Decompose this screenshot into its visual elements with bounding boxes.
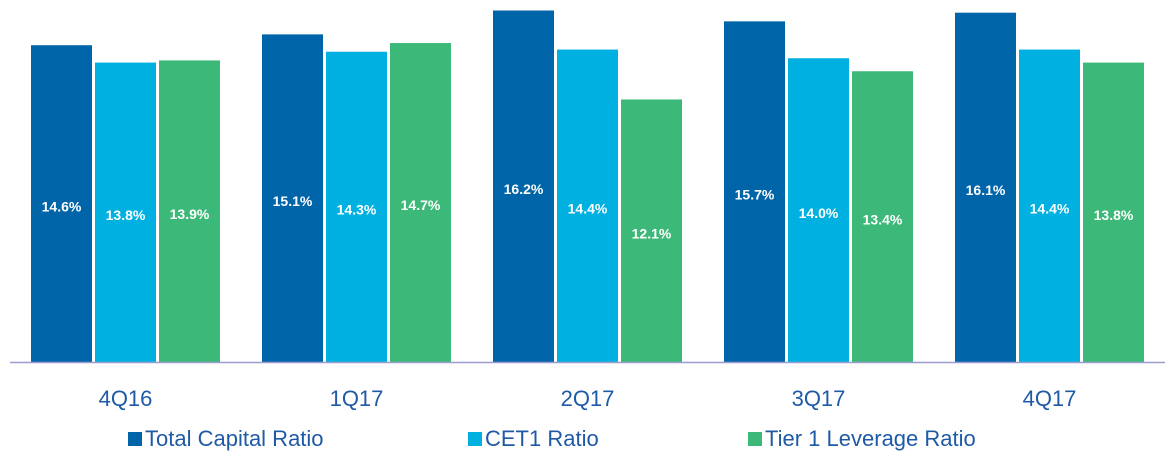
data-label: 13.9% bbox=[170, 206, 210, 222]
bar bbox=[788, 58, 849, 362]
bar bbox=[159, 60, 220, 363]
bar bbox=[1019, 49, 1080, 363]
bar bbox=[31, 45, 92, 362]
data-label: 15.7% bbox=[735, 186, 775, 202]
legend-label: Total Capital Ratio bbox=[145, 426, 324, 451]
data-label: 12.1% bbox=[632, 225, 672, 241]
x-tick-label: 3Q17 bbox=[792, 386, 846, 411]
data-label: 14.4% bbox=[568, 200, 608, 216]
bar bbox=[326, 51, 387, 362]
bar bbox=[724, 21, 785, 363]
data-label: 13.4% bbox=[863, 211, 903, 227]
x-tick-label: 4Q16 bbox=[99, 386, 153, 411]
x-tick-label: 1Q17 bbox=[330, 386, 384, 411]
data-label: 14.0% bbox=[799, 205, 839, 221]
bar bbox=[262, 34, 323, 362]
data-label: 16.1% bbox=[966, 182, 1006, 198]
x-tick-label: 2Q17 bbox=[561, 386, 615, 411]
bar bbox=[621, 99, 682, 362]
data-label: 14.6% bbox=[42, 198, 82, 214]
bar bbox=[955, 12, 1016, 362]
bar bbox=[1083, 62, 1144, 362]
data-label: 13.8% bbox=[1094, 207, 1134, 223]
bar bbox=[95, 62, 156, 362]
legend-swatch bbox=[748, 432, 762, 446]
data-label: 14.3% bbox=[337, 202, 377, 218]
bar bbox=[493, 10, 554, 362]
x-tick-label: 4Q17 bbox=[1023, 386, 1077, 411]
bar bbox=[852, 71, 913, 362]
legend-swatch bbox=[468, 432, 482, 446]
legend-label: Tier 1 Leverage Ratio bbox=[765, 426, 976, 451]
data-label: 14.7% bbox=[401, 197, 441, 213]
bar bbox=[390, 43, 451, 363]
bar bbox=[557, 49, 618, 363]
data-label: 14.4% bbox=[1030, 200, 1070, 216]
legend-swatch bbox=[128, 432, 142, 446]
data-label: 15.1% bbox=[273, 193, 313, 209]
data-label: 16.2% bbox=[504, 181, 544, 197]
legend-label: CET1 Ratio bbox=[485, 426, 599, 451]
data-label: 13.8% bbox=[106, 207, 146, 223]
